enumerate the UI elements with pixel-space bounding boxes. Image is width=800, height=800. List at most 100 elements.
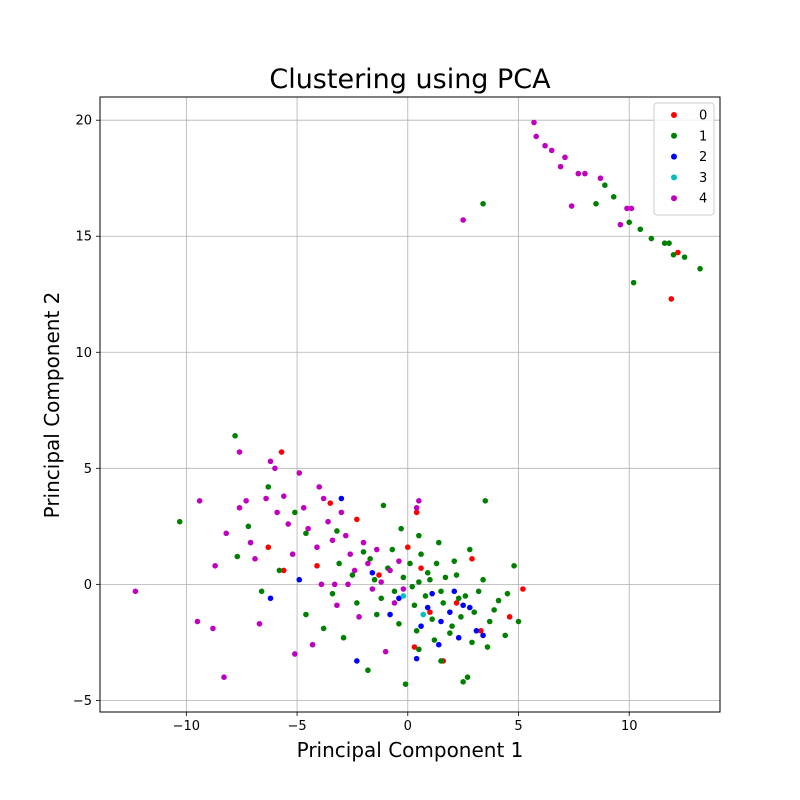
data-point — [431, 637, 438, 643]
data-point — [466, 604, 473, 611]
data-point — [314, 562, 320, 569]
data-point — [176, 518, 183, 525]
data-point — [453, 600, 460, 606]
data-point — [484, 644, 491, 650]
data-point — [338, 495, 345, 502]
data-point — [413, 627, 420, 634]
series-4 — [132, 119, 635, 680]
x-tick-label: −5 — [287, 719, 306, 734]
data-point — [354, 658, 360, 664]
x-axis-label: Principal Component 1 — [297, 738, 524, 762]
data-point — [460, 217, 466, 223]
legend-label: 0 — [699, 109, 707, 124]
legend-marker — [671, 195, 677, 202]
data-point — [424, 569, 431, 576]
data-point — [342, 532, 349, 539]
data-point — [429, 590, 435, 597]
data-point — [451, 588, 458, 595]
data-point — [416, 646, 422, 653]
data-point — [278, 449, 285, 455]
data-point — [263, 495, 269, 502]
data-point — [460, 602, 466, 609]
data-point — [360, 539, 367, 546]
data-point — [449, 623, 455, 629]
data-point — [245, 523, 252, 530]
data-point — [648, 235, 655, 242]
data-point — [460, 679, 466, 685]
data-point — [697, 265, 703, 272]
data-point — [276, 567, 283, 574]
data-point — [349, 572, 356, 578]
data-point — [418, 551, 424, 557]
data-point — [440, 600, 447, 606]
legend-marker — [671, 174, 677, 181]
data-point — [320, 625, 327, 632]
data-point — [495, 597, 502, 604]
data-point — [305, 525, 311, 532]
data-point — [223, 530, 230, 537]
chart-title: Clustering using PCA — [269, 64, 551, 95]
data-point — [389, 546, 396, 553]
y-tick-label: −5 — [73, 694, 92, 709]
data-point — [455, 595, 462, 602]
data-point — [557, 163, 564, 170]
data-point — [336, 560, 342, 567]
x-tick-label: 0 — [404, 719, 412, 734]
data-point — [300, 504, 307, 511]
data-point — [630, 279, 637, 286]
legend-marker — [671, 153, 677, 160]
data-point — [628, 205, 635, 212]
data-point — [458, 614, 464, 620]
plot-area-frame — [99, 96, 721, 713]
data-point — [210, 625, 216, 632]
data-point — [624, 205, 630, 212]
data-point — [396, 558, 402, 564]
x-tick-label: 10 — [621, 719, 638, 734]
data-point — [469, 556, 475, 562]
data-point — [480, 576, 486, 583]
data-point — [482, 498, 489, 504]
data-point — [234, 553, 241, 560]
data-point — [391, 588, 398, 595]
data-point — [418, 623, 424, 629]
data-point — [427, 576, 433, 583]
data-point — [373, 546, 380, 553]
data-point — [247, 539, 254, 546]
data-point — [296, 576, 303, 583]
data-point — [520, 586, 526, 592]
data-point — [675, 249, 681, 256]
data-point — [413, 504, 420, 511]
data-point — [404, 544, 411, 551]
data-point — [325, 518, 331, 525]
data-point — [132, 588, 139, 595]
data-point — [292, 509, 298, 516]
legend-marker — [671, 112, 677, 118]
data-point — [447, 630, 453, 636]
data-point — [272, 465, 278, 472]
data-point — [378, 595, 385, 602]
data-point — [329, 537, 336, 544]
data-point — [548, 147, 555, 154]
legend-box — [653, 102, 715, 216]
data-point — [252, 556, 258, 562]
data-point — [320, 495, 327, 502]
data-point — [387, 611, 393, 618]
data-point — [451, 558, 458, 564]
data-point — [331, 581, 338, 588]
data-point — [265, 484, 272, 490]
data-point — [256, 621, 263, 627]
data-point — [365, 667, 371, 674]
data-point — [438, 658, 444, 664]
data-point — [506, 614, 513, 620]
y-tick-label: 0 — [84, 578, 92, 593]
data-point — [354, 600, 360, 606]
data-point — [367, 556, 373, 562]
series-3 — [400, 593, 427, 618]
data-point — [427, 609, 433, 616]
data-point — [292, 651, 298, 657]
data-point — [318, 581, 325, 588]
data-point — [194, 618, 201, 625]
data-point — [455, 634, 462, 641]
data-point — [289, 551, 296, 557]
x-tick-label: −10 — [173, 719, 200, 734]
